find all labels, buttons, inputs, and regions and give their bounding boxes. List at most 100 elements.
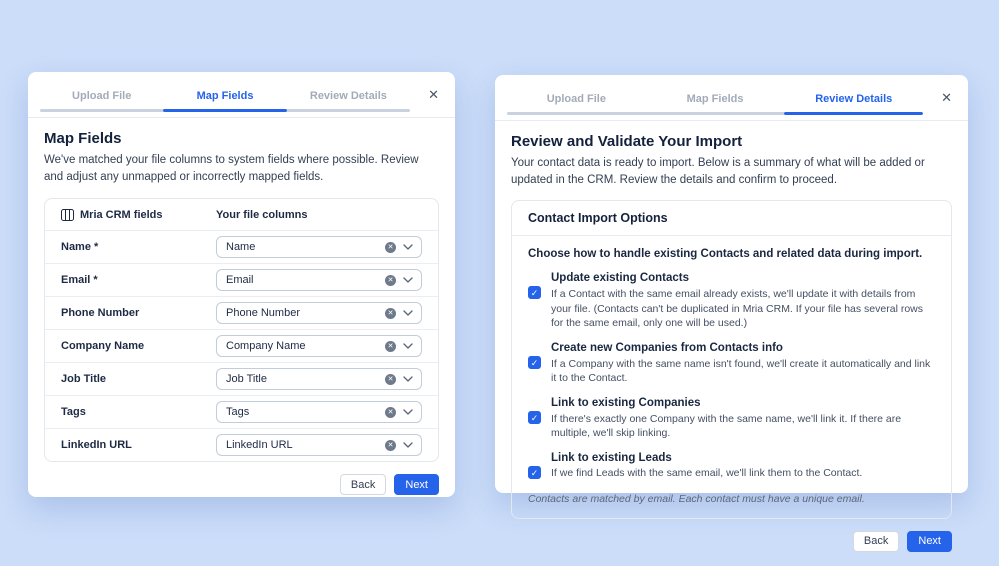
tab-upload-file[interactable]: Upload File: [546, 93, 606, 105]
import-option-row: ✓ Link to existing Leads If we find Lead…: [528, 451, 935, 481]
wizard-progress-track: [507, 112, 924, 115]
table-header-row: Mria CRM fields Your file columns: [45, 199, 438, 230]
modal-footer: Back Next: [511, 519, 952, 552]
option-description: If there's exactly one Company with the …: [551, 412, 902, 440]
progress-segment-active: [784, 112, 924, 115]
crm-field-label: LinkedIn URL: [61, 439, 132, 452]
tab-map-fields[interactable]: Map Fields: [686, 93, 744, 105]
review-details-modal: Upload File Map Fields Review Details ✕ …: [495, 75, 968, 552]
review-details-body: Review and Validate Your Import Your con…: [495, 121, 968, 566]
modal-footer: Back Next: [44, 462, 439, 496]
wizard-header: Upload File Map Fields Review Details ✕: [28, 72, 455, 118]
wizard-progress-track: [40, 109, 411, 112]
option-checkbox[interactable]: ✓: [528, 286, 541, 300]
crm-fields-column-header: Mria CRM fields: [80, 209, 163, 222]
chevron-down-icon: [403, 343, 413, 349]
clear-selection-icon[interactable]: ✕: [385, 241, 396, 253]
option-label[interactable]: Link to existing Companies: [551, 396, 701, 409]
page-description: We've matched your file columns to syste…: [44, 154, 419, 183]
progress-segment-active: [163, 109, 287, 112]
crm-field-label: Email *: [61, 274, 98, 287]
page-title: Review and Validate Your Import: [511, 133, 743, 150]
option-label[interactable]: Update existing Contacts: [551, 272, 690, 285]
option-text-block: Update existing Contacts If a Contact wi…: [551, 271, 935, 330]
chevron-down-icon: [403, 409, 413, 415]
map-fields-modal: Upload File Map Fields Review Details ✕ …: [28, 72, 455, 497]
chevron-down-icon: [403, 310, 413, 316]
crm-field-label: Name *: [61, 241, 99, 254]
file-column-select[interactable]: Name ✕: [216, 236, 422, 259]
crm-field-label: Company Name: [61, 340, 145, 353]
next-button[interactable]: Next: [394, 474, 439, 496]
progress-segment: [286, 109, 411, 112]
options-panel-title: Contact Import Options: [512, 201, 951, 237]
crm-field-label: Phone Number: [61, 307, 140, 320]
select-value: Company Name: [226, 340, 306, 353]
progress-segment: [40, 109, 164, 112]
contact-import-options-panel: Contact Import Options Choose how to han…: [511, 200, 952, 519]
matching-note: Contacts are matched by email. Each cont…: [528, 492, 865, 505]
back-button[interactable]: Back: [339, 474, 387, 496]
option-label[interactable]: Link to existing Leads: [551, 451, 672, 464]
clear-selection-icon[interactable]: ✕: [385, 406, 396, 418]
file-columns-column-header: Your file columns: [216, 209, 308, 222]
crm-field-label: Tags: [61, 406, 86, 419]
option-description: If a Contact with the same email already…: [551, 288, 923, 330]
select-value: LinkedIn URL: [226, 439, 293, 452]
crm-field-label: Job Title: [61, 373, 107, 386]
select-value: Tags: [226, 406, 250, 419]
select-value: Email: [226, 274, 254, 287]
map-fields-body: Map Fields We've matched your file colum…: [28, 118, 455, 509]
option-text-block: Link to existing Leads If we find Leads …: [551, 451, 862, 481]
option-checkbox[interactable]: ✓: [528, 465, 541, 479]
import-option-row: ✓ Create new Companies from Contacts inf…: [528, 341, 935, 386]
tab-review-details[interactable]: Review Details: [309, 90, 387, 102]
table-row: Company Name Company Name ✕: [45, 329, 438, 362]
file-column-select[interactable]: Email ✕: [216, 269, 422, 292]
clear-selection-icon[interactable]: ✕: [385, 340, 396, 352]
option-description: If we find Leads with the same email, we…: [551, 467, 863, 480]
table-row: Email * Email ✕: [45, 263, 438, 296]
option-checkbox[interactable]: ✓: [528, 410, 541, 424]
select-value: Job Title: [226, 373, 267, 386]
columns-icon: [61, 209, 74, 222]
chevron-down-icon: [403, 442, 413, 448]
file-column-select[interactable]: Phone Number ✕: [216, 302, 422, 325]
file-column-select[interactable]: Company Name ✕: [216, 335, 422, 358]
table-row: Phone Number Phone Number ✕: [45, 296, 438, 329]
import-option-row: ✓ Link to existing Companies If there's …: [528, 396, 935, 441]
wizard-tab-bar: Upload File Map Fields Review Details: [40, 85, 411, 112]
option-description: If a Company with the same name isn't fo…: [551, 357, 931, 385]
clear-selection-icon[interactable]: ✕: [385, 274, 396, 286]
tab-map-fields[interactable]: Map Fields: [196, 90, 254, 102]
tab-upload-file[interactable]: Upload File: [72, 90, 132, 102]
wizard-tab-bar: Upload File Map Fields Review Details: [507, 88, 924, 115]
chevron-down-icon: [403, 277, 413, 283]
progress-segment: [507, 112, 646, 115]
option-label[interactable]: Create new Companies from Contacts info: [551, 341, 783, 354]
back-button[interactable]: Back: [852, 530, 900, 552]
option-text-block: Create new Companies from Contacts info …: [551, 341, 935, 386]
clear-selection-icon[interactable]: ✕: [385, 439, 396, 451]
close-icon[interactable]: ✕: [941, 90, 952, 105]
clear-selection-icon[interactable]: ✕: [385, 373, 396, 385]
file-column-select[interactable]: LinkedIn URL ✕: [216, 434, 422, 457]
next-button[interactable]: Next: [907, 530, 952, 552]
page-description: Your contact data is ready to import. Be…: [511, 157, 925, 186]
file-column-select[interactable]: Job Title ✕: [216, 368, 422, 391]
tab-review-details[interactable]: Review Details: [815, 93, 893, 105]
select-value: Name: [226, 241, 256, 254]
option-checkbox[interactable]: ✓: [528, 355, 541, 369]
options-panel-body: Choose how to handle existing Contacts a…: [512, 236, 951, 518]
table-row: LinkedIn URL LinkedIn URL ✕: [45, 428, 438, 461]
chevron-down-icon: [403, 376, 413, 382]
table-row: Name * Name ✕: [45, 230, 438, 263]
clear-selection-icon[interactable]: ✕: [385, 307, 396, 319]
import-option-row: ✓ Update existing Contacts If a Contact …: [528, 271, 935, 330]
select-value: Phone Number: [226, 307, 300, 320]
close-icon[interactable]: ✕: [428, 87, 439, 102]
table-row: Tags Tags ✕: [45, 395, 438, 428]
file-column-select[interactable]: Tags ✕: [216, 401, 422, 424]
option-text-block: Link to existing Companies If there's ex…: [551, 396, 935, 441]
